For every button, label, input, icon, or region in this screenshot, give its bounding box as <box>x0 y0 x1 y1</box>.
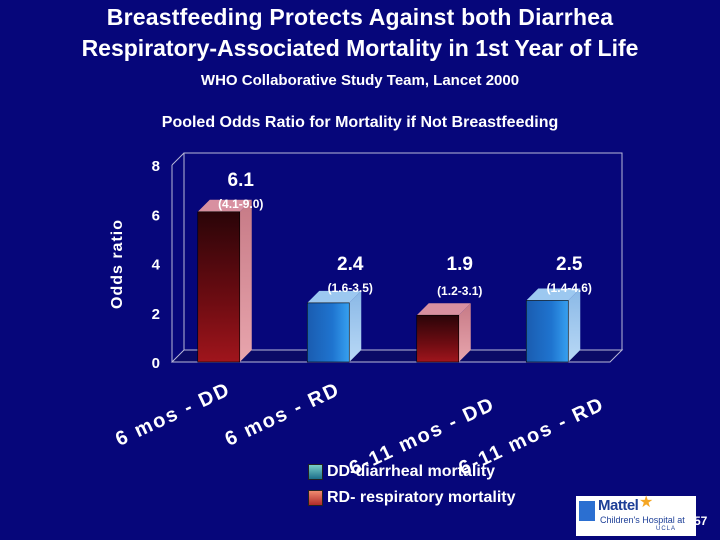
bar-side <box>568 288 581 362</box>
bar-value-label: 2.4 <box>337 254 364 275</box>
legend-swatch-dd <box>308 464 323 480</box>
legend-item-rd: RD- respiratory mortality <box>308 489 516 507</box>
bar-top <box>307 290 362 303</box>
bar <box>197 211 241 363</box>
star-icon: ★ <box>639 494 654 511</box>
bar-value-label: 1.9 <box>447 254 473 275</box>
y-tick-label: 0 <box>152 355 160 372</box>
bar-top <box>416 303 471 316</box>
x-category-label: 6 mos - DD <box>112 378 234 451</box>
y-axis-label: Odds ratio <box>109 219 126 309</box>
logo-text-sub: Children's Hospital at <box>600 515 685 525</box>
bar-ci-label: (4.1-9.0) <box>218 197 263 211</box>
legend-swatch-rd <box>308 490 323 506</box>
logo-text-ucla: UCLA <box>656 526 677 532</box>
bar <box>525 300 569 363</box>
bar-ci-label: (1.4-4.6) <box>547 281 592 295</box>
chart-title: Pooled Odds Ratio for Mortality if Not B… <box>161 114 559 131</box>
bar-top <box>526 288 581 301</box>
bar-value-label: 2.5 <box>556 254 583 275</box>
bar-ci-label: (1.2-3.1) <box>437 284 482 298</box>
slide-title-line2: Respiratory-Associated Mortality in 1st … <box>81 35 639 61</box>
bar-side <box>349 290 362 362</box>
bar-value-label: 6.1 <box>228 170 255 191</box>
bar-side <box>239 199 252 362</box>
y-tick-label: 2 <box>152 306 160 323</box>
source-citation: WHO Collaborative Study Team, Lancet 200… <box>200 72 520 89</box>
bar <box>416 314 460 363</box>
page-number: 57 <box>694 514 708 528</box>
y-tick-label: 4 <box>152 257 161 274</box>
bar-side <box>458 303 471 362</box>
bar <box>306 302 350 363</box>
legend-item-dd: DD-diarrheal mortality <box>308 463 495 481</box>
bar-ci-label: (1.6-3.5) <box>328 281 373 295</box>
hospital-logo: Mattel ★ Children's Hospital at UCLA <box>576 494 696 536</box>
bar-top <box>197 199 252 212</box>
legend-label-dd: DD-diarrheal mortality <box>327 463 496 480</box>
logo-mark-icon <box>579 501 595 521</box>
y-tick-label: 8 <box>152 158 160 175</box>
legend-label-rd: RD- respiratory mortality <box>327 489 516 506</box>
y-tick-label: 6 <box>152 207 160 224</box>
logo-text-main: Mattel <box>598 497 639 514</box>
slide-title-line1: Breastfeeding Protects Against both Diar… <box>106 4 614 30</box>
plot-frame-edge <box>171 152 185 166</box>
plot-floor <box>170 349 624 363</box>
x-category-label: 6 mos - RD <box>222 378 344 451</box>
